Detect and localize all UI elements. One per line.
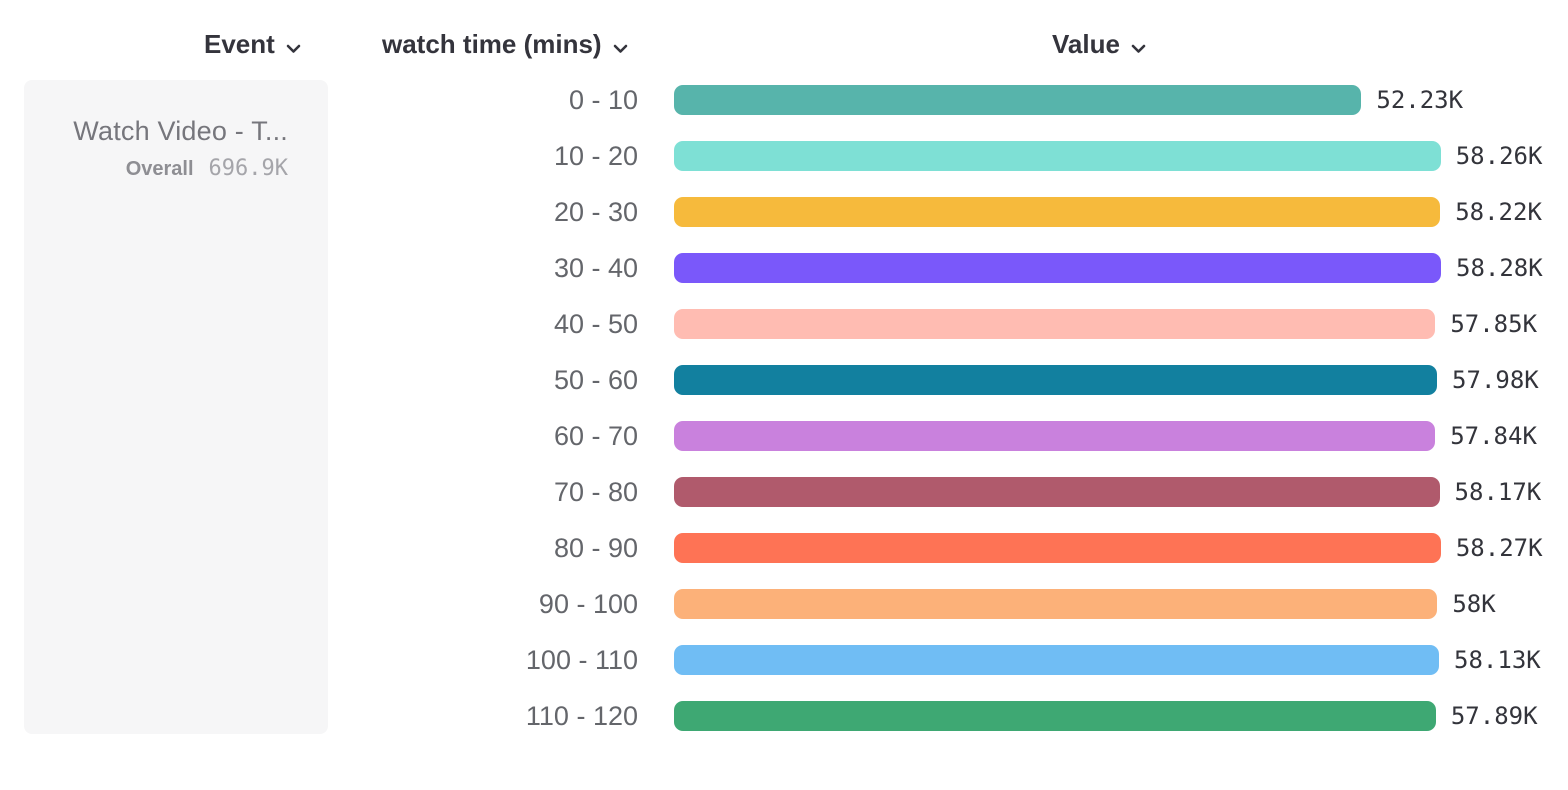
bar-chart: 0 - 10 52.23K 10 - 20 58.26K 20 - 30 58.…: [0, 72, 1568, 744]
bucket-label: 110 - 120: [525, 700, 638, 731]
value-bar[interactable]: [674, 85, 1362, 115]
event-column-label: Event: [204, 28, 275, 59]
value-bar[interactable]: [674, 253, 1441, 283]
value-column-label: Value: [1052, 28, 1120, 59]
value-label: 58.28K: [1456, 254, 1543, 282]
chart-row: 100 - 110 58.13K: [0, 632, 1568, 688]
event-overall: Overall 696.9K: [24, 156, 288, 181]
bucket-label: 10 - 20: [553, 140, 638, 171]
event-name: Watch Video - T...: [73, 116, 288, 146]
chart-row: 110 - 120 57.89K: [0, 688, 1568, 744]
value-label: 52.23K: [1376, 86, 1464, 114]
overall-value: 696.9K: [208, 156, 288, 181]
value-label: 57.84K: [1450, 422, 1537, 450]
chart-row: 80 - 90 58.27K: [0, 520, 1568, 576]
chart-row: 70 - 80 58.17K: [0, 464, 1568, 520]
value-bar[interactable]: [674, 365, 1438, 395]
value-bar[interactable]: [674, 533, 1441, 563]
value-bar[interactable]: [674, 589, 1438, 619]
chart-row: 20 - 30 58.22K: [0, 184, 1568, 240]
value-bar[interactable]: [674, 141, 1441, 171]
value-label: 58.17K: [1454, 478, 1542, 506]
value-label: 58.27K: [1455, 534, 1543, 562]
event-column-dropdown[interactable]: Event: [204, 27, 301, 61]
value-label: 57.98K: [1452, 366, 1539, 394]
bucket-label: 30 - 40: [553, 252, 638, 283]
value-bar[interactable]: [674, 477, 1440, 507]
bucket-label: 70 - 80: [553, 476, 638, 507]
chart-row: 30 - 40 58.28K: [0, 240, 1568, 296]
chart-row: 0 - 10 52.23K: [0, 72, 1568, 128]
bucket-label: 60 - 70: [553, 420, 638, 451]
bucket-label: 100 - 110: [525, 644, 638, 675]
event-card: Watch Video - T... Overall 696.9K: [24, 80, 328, 734]
value-label: 58K: [1452, 590, 1496, 618]
chart-row: 90 - 100 58K: [0, 576, 1568, 632]
value-label: 58.26K: [1455, 142, 1543, 170]
chart-row: 60 - 70 57.84K: [0, 408, 1568, 464]
breakdown-column-label: watch time (mins): [382, 28, 602, 59]
value-bar[interactable]: [674, 421, 1436, 451]
value-bar[interactable]: [674, 197, 1441, 227]
value-label: 58.22K: [1455, 198, 1542, 226]
value-label: 57.89K: [1450, 702, 1538, 730]
bucket-label: 20 - 30: [553, 196, 638, 227]
bucket-label: 50 - 60: [553, 364, 638, 395]
chevron-down-icon: [613, 30, 628, 61]
chart-row: 50 - 60 57.98K: [0, 352, 1568, 408]
value-bar[interactable]: [674, 645, 1440, 675]
bucket-label: 90 - 100: [538, 588, 638, 619]
chevron-down-icon: [286, 30, 301, 61]
bucket-label: 40 - 50: [553, 308, 638, 339]
bucket-label: 0 - 10: [568, 84, 638, 115]
value-bar[interactable]: [674, 309, 1436, 339]
value-label: 58.13K: [1454, 646, 1541, 674]
bucket-label: 80 - 90: [553, 532, 638, 563]
breakdown-column-dropdown[interactable]: watch time (mins): [382, 27, 628, 61]
value-bar[interactable]: [674, 701, 1436, 731]
overall-label: Overall: [125, 158, 194, 180]
chart-row: 10 - 20 58.26K: [0, 128, 1568, 184]
chevron-down-icon: [1131, 30, 1146, 61]
value-label: 57.85K: [1450, 310, 1538, 338]
chart-row: 40 - 50 57.85K: [0, 296, 1568, 352]
value-column-dropdown[interactable]: Value: [1052, 27, 1146, 61]
